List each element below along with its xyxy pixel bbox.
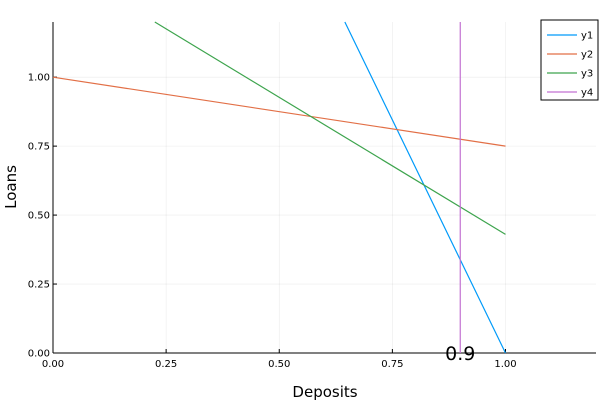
annotation-0: 0.9 xyxy=(445,343,475,365)
series-line-y2 xyxy=(52,76,506,147)
x-tick-label-3: 0.75 xyxy=(381,359,403,370)
legend-label-y3: y3 xyxy=(581,69,593,80)
x-axis-label: Deposits xyxy=(292,383,357,400)
tick-labels: 0.00 0.25 0.50 0.75 1.00 0.00 0.25 0.50 0.75 1.00 xyxy=(28,73,517,370)
annotations: 0.9 xyxy=(445,343,475,365)
y-tick-label-2: 0.50 xyxy=(28,211,50,222)
y-axis-label: Loans xyxy=(2,165,20,209)
axes xyxy=(52,22,596,354)
x-tick-label-0: 0.00 xyxy=(42,359,64,370)
y-tick-label-3: 0.75 xyxy=(28,142,50,153)
grid-lines xyxy=(52,22,596,354)
x-tick-label-4: 1.00 xyxy=(494,359,516,370)
legend-label-y4: y4 xyxy=(581,88,593,99)
legend-box xyxy=(540,19,599,101)
y-tick-label-1: 0.25 xyxy=(28,280,50,291)
y-tick-label-0: 0.00 xyxy=(28,349,50,360)
legend-label-y2: y2 xyxy=(581,50,593,61)
series-line-y1 xyxy=(344,21,507,354)
legend-label-y1: y1 xyxy=(581,31,593,42)
legend: y1 y2 y3 y4 xyxy=(540,19,599,101)
series-line-y3 xyxy=(154,21,506,235)
x-tick-label-2: 0.50 xyxy=(268,359,290,370)
y-tick-label-4: 1.00 xyxy=(28,73,50,84)
series-lines xyxy=(52,21,507,354)
x-tick-label-1: 0.25 xyxy=(155,359,177,370)
